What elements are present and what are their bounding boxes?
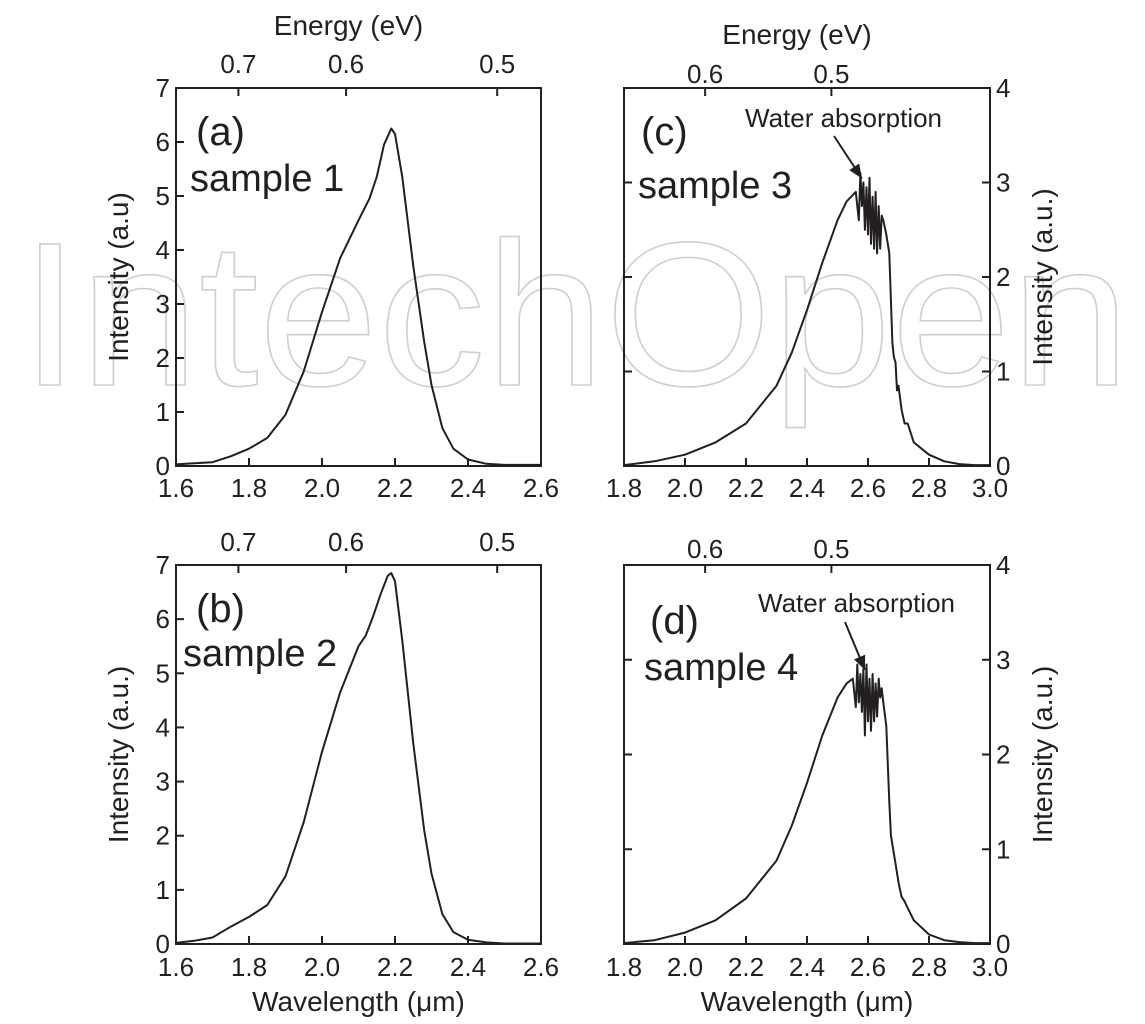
top-tick-label: 0.5 (479, 527, 515, 557)
sample-label: sample 3 (638, 165, 792, 207)
series-line (175, 572, 541, 945)
panel-a: 1.6 1.8 2.0 2.2 2.4 2.6 0 1 2 3 4 5 6 7 0.7 0.6 0.5 Energ… (103, 10, 559, 503)
top-axis-title: Energy (eV) (722, 19, 871, 50)
x-tick-label: 2.4 (450, 473, 486, 503)
annotation-text: Water absorption (745, 103, 942, 133)
y-axis-title: Intensity (a.u.) (103, 666, 134, 843)
x-tick-label: 1.8 (606, 952, 642, 982)
y-axis-title: Intensity (a.u.) (1027, 188, 1058, 365)
y-tick-label: 3 (996, 645, 1010, 675)
x-tick-label: 2.0 (304, 473, 340, 503)
panel-label: (a) (196, 110, 245, 154)
top-tick-label: 0.5 (813, 59, 849, 89)
y-tick-label: 7 (156, 73, 170, 103)
y-tick-label: 7 (156, 550, 170, 580)
series-line (623, 172, 990, 467)
sample-label: sample 2 (183, 633, 337, 675)
top-tick-label: 0.6 (328, 527, 364, 557)
panel-label: (b) (196, 587, 245, 631)
top-axis-title: Energy (eV) (274, 10, 423, 41)
y-tick-label: 1 (996, 357, 1010, 387)
sample-label: sample 4 (644, 647, 798, 689)
watermark-text: IntechOpen (20, 200, 1130, 429)
panel-label: (c) (641, 110, 688, 154)
panel-b: 1.6 1.8 2.0 2.2 2.4 2.6 0 1 2 3 4 5 6 7 0.7 0.6 0.5 Wavel… (103, 527, 559, 1017)
top-tick-label: 0.7 (220, 49, 256, 79)
y-tick-label: 6 (156, 604, 170, 634)
y-tick-label: 2 (156, 343, 170, 373)
x-tick-label: 2.8 (911, 473, 947, 503)
x-tick-label: 1.8 (231, 952, 267, 982)
y-tick-label: 1 (156, 397, 170, 427)
series-line (623, 663, 990, 945)
y-tick-label: 3 (156, 767, 170, 797)
x-axis-title: Wavelength (μm) (701, 986, 914, 1017)
y-tick-label: 5 (156, 181, 170, 211)
panel-label: (d) (650, 599, 699, 643)
x-tick-label: 2.0 (304, 952, 340, 982)
y-tick-label: 4 (156, 712, 170, 742)
plot-frame (175, 87, 542, 467)
y-tick-label: 0 (156, 929, 170, 959)
y-tick-label: 0 (996, 451, 1010, 481)
annotation-text: Water absorption (758, 588, 955, 618)
y-tick-label: 0 (996, 929, 1010, 959)
y-tick-label: 6 (156, 127, 170, 157)
panel-c: 1.8 2.0 2.2 2.4 2.6 2.8 3.00 1 2 3 4 0.6 0.5 Energy (… (606, 19, 1058, 503)
y-axis-title: Intensity (a.u.) (1027, 666, 1058, 843)
y-tick-label: 3 (156, 289, 170, 319)
top-tick-label: 0.6 (687, 534, 723, 564)
top-tick-label: 0.7 (220, 527, 256, 557)
y-axis-title: Intensity (a.u) (103, 192, 134, 362)
x-tick-label: 2.0 (667, 952, 703, 982)
x-tick-label: 1.8 (606, 473, 642, 503)
x-tick-label: 1.8 (231, 473, 267, 503)
y-tick-label: 1 (996, 834, 1010, 864)
y-tick-label: 1 (156, 875, 170, 905)
top-tick-label: 0.5 (813, 534, 849, 564)
x-tick-label: 2.4 (789, 473, 825, 503)
y-tick-label: 5 (156, 658, 170, 688)
panel-d: 1.8 2.0 2.2 2.4 2.6 2.8 3.00 1 2 3 4 0.6 0.5 Waveleng… (606, 534, 1058, 1017)
annotation-arrow-head (854, 654, 866, 670)
y-tick-label: 4 (156, 235, 170, 265)
x-tick-label: 2.2 (728, 473, 764, 503)
x-tick-label: 2.6 (850, 473, 886, 503)
x-tick-label: 2.2 (377, 952, 413, 982)
x-tick-label: 1.6 (158, 952, 194, 982)
top-tick-label: 0.6 (328, 49, 364, 79)
x-tick-label: 2.4 (450, 952, 486, 982)
plot-frame (175, 564, 542, 945)
top-tick-label: 0.6 (687, 59, 723, 89)
sample-label: sample 1 (190, 158, 344, 200)
x-tick-label: 2.2 (377, 473, 413, 503)
x-tick-label: 2.8 (911, 952, 947, 982)
x-tick-label: 2.6 (523, 952, 559, 982)
y-tick-label: 2 (156, 821, 170, 851)
x-tick-label: 2.2 (728, 952, 764, 982)
x-tick-label: 3.0 (972, 952, 1008, 982)
y-tick-label: 2 (996, 262, 1010, 292)
x-tick-label: 2.6 (523, 473, 559, 503)
x-tick-label: 2.4 (789, 952, 825, 982)
x-axis-title: Wavelength (μm) (252, 986, 465, 1017)
x-tick-label: 2.0 (667, 473, 703, 503)
top-tick-label: 0.5 (479, 49, 515, 79)
y-tick-label: 0 (156, 451, 170, 481)
y-tick-label: 4 (996, 550, 1010, 580)
x-tick-label: 3.0 (972, 473, 1008, 503)
y-tick-label: 4 (996, 73, 1010, 103)
x-tick-label: 2.6 (850, 952, 886, 982)
y-tick-label: 2 (996, 740, 1010, 770)
y-tick-label: 3 (996, 168, 1010, 198)
annotation-arrow-head (849, 163, 862, 179)
series-line (175, 127, 541, 466)
x-tick-label: 1.6 (158, 473, 194, 503)
